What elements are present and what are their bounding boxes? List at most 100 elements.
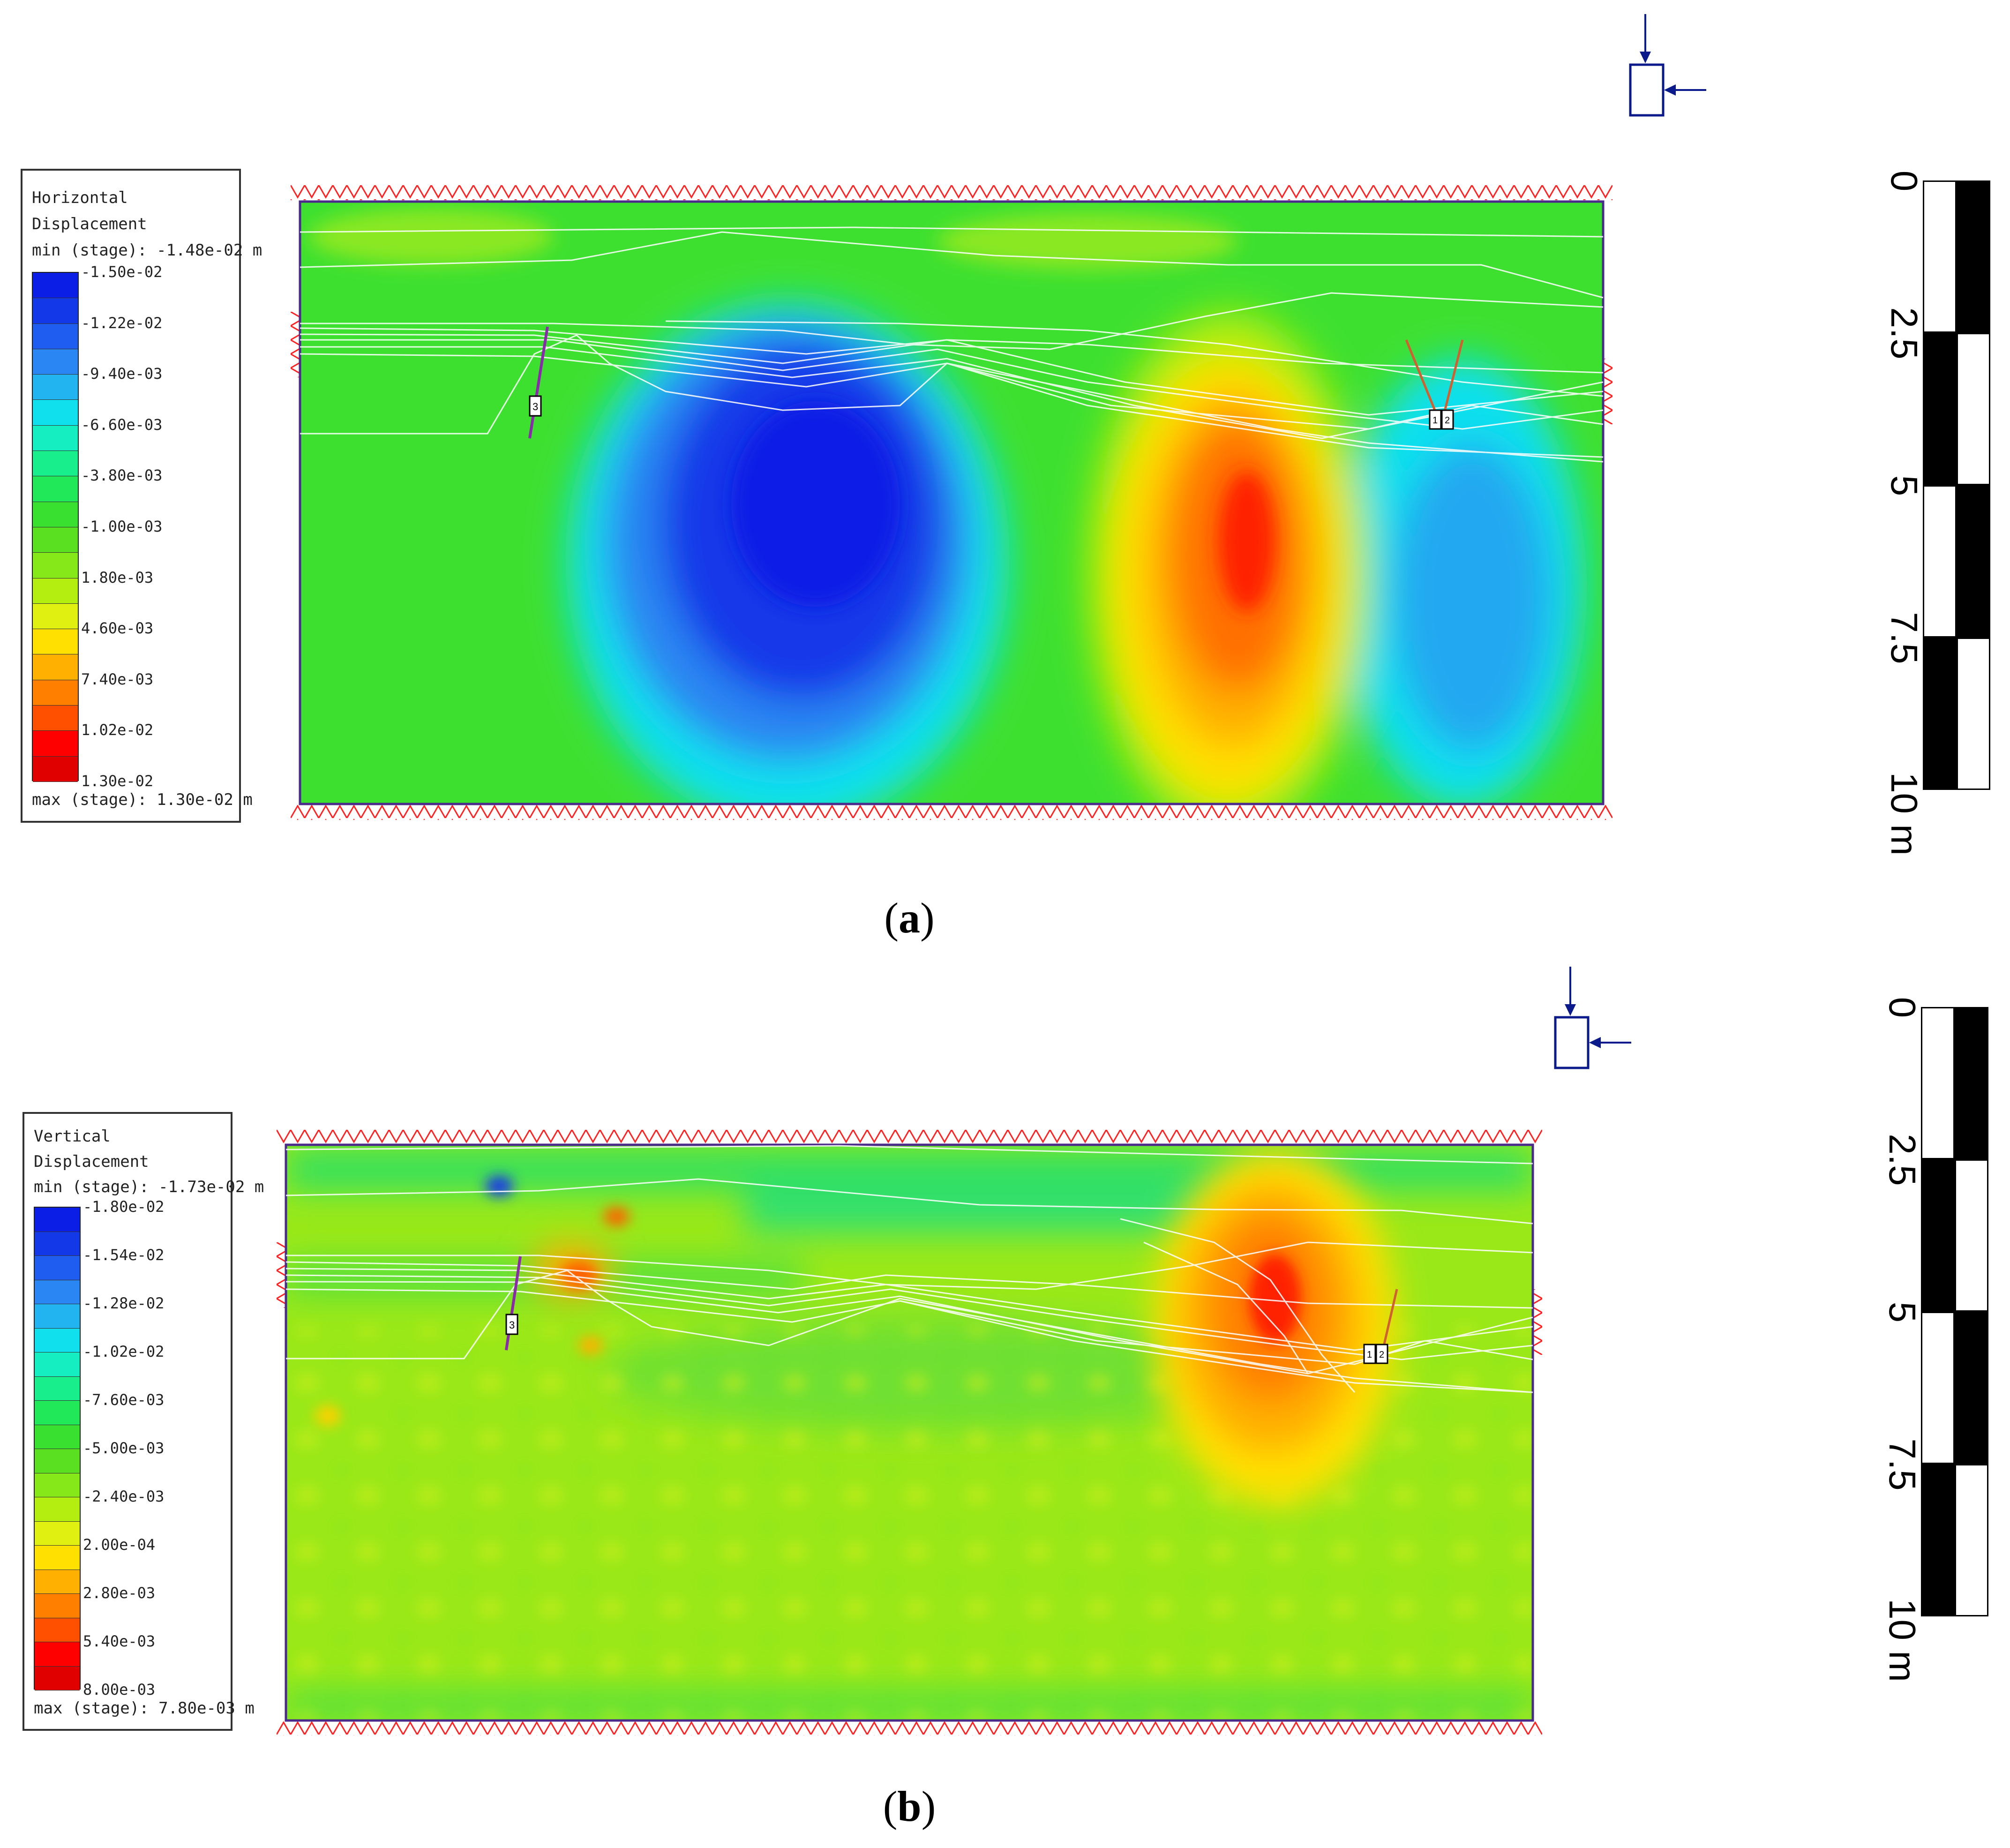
joint-lines	[300, 226, 1604, 463]
legend-swatch	[33, 706, 78, 731]
contour-plot-vertical: 3 1 2	[277, 1130, 1542, 1739]
legend-swatch	[35, 1352, 80, 1377]
top-support-hatching	[291, 185, 1612, 200]
legend-min-label: min (stage): -1.73e-02 m	[34, 1178, 264, 1196]
model-boundary	[299, 200, 1605, 805]
scale-segment	[1957, 485, 1990, 638]
displacement-contour-field	[286, 1145, 1533, 1720]
legend-swatch	[33, 400, 78, 426]
legend-swatch	[33, 680, 78, 706]
bolt-label-2: 2	[1379, 1350, 1384, 1360]
legend-swatch	[35, 1521, 80, 1546]
legend-title-line2: Displacement	[34, 1152, 149, 1171]
legend-vertical: Vertical Displacement min (stage): -1.73…	[22, 1112, 264, 1731]
legend-swatch	[35, 1425, 80, 1449]
bolt-label-3: 3	[532, 401, 538, 413]
legend-tick-label: -1.50e-02	[81, 263, 163, 281]
legend-tick-label: -1.28e-02	[83, 1294, 165, 1312]
scale-label: 10 m	[1882, 1599, 1923, 1682]
left-support-hatching	[277, 1242, 286, 1308]
scale-segment	[1957, 638, 1990, 790]
legend-tick-label: -1.02e-02	[83, 1343, 165, 1360]
legend-tick-label: -1.00e-03	[81, 518, 163, 535]
bolt-right: 1 2	[1405, 339, 1464, 430]
scale-segment	[1955, 1312, 1988, 1464]
legend-swatch	[33, 731, 78, 757]
scale-label: 7.5	[1882, 1438, 1923, 1491]
legend-swatch	[33, 502, 78, 527]
legend-tick-label: -5.00e-03	[83, 1439, 165, 1457]
legend-swatch	[35, 1546, 80, 1570]
scale-segment	[1923, 485, 1957, 638]
scale-label: 5	[1883, 475, 1925, 496]
legend-swatch	[35, 1208, 80, 1232]
scale-label: 2.5	[1882, 1134, 1923, 1186]
legend-tick-label: -1.54e-02	[83, 1246, 165, 1264]
legend-tick-label: 8.00e-03	[83, 1681, 156, 1698]
legend-color-scale	[34, 1207, 81, 1690]
scale-label: 5	[1882, 1301, 1923, 1323]
bolt-right: 1 2	[1363, 1289, 1398, 1364]
legend-max-label: max (stage): 7.80e-03 m	[34, 1699, 255, 1718]
legend-title-line1: Horizontal	[32, 188, 128, 207]
legend-color-scale	[32, 272, 79, 782]
legend-swatch	[35, 1280, 80, 1304]
legend-swatch	[33, 476, 78, 502]
legend-tick-label: 1.30e-02	[81, 772, 154, 790]
model-boundary	[285, 1143, 1534, 1722]
scale-label: 10 m	[1883, 772, 1925, 856]
legend-swatch	[35, 1304, 80, 1329]
scale-segment	[1921, 1464, 1955, 1616]
right-support-hatching	[1603, 359, 1612, 424]
legend-tick-label: -3.80e-03	[81, 466, 163, 485]
legend-swatch	[35, 1666, 80, 1690]
legend-tick-label: -1.22e-02	[81, 314, 163, 332]
top-support-hatching	[277, 1130, 1542, 1144]
caption-a: (a)	[884, 894, 935, 942]
legend-swatch	[33, 654, 78, 680]
bolt-label-2: 2	[1445, 415, 1450, 426]
panel-horizontal-displacement: Horizontal Displacement min (stage): -1.…	[21, 14, 1990, 942]
legend-tick-label: -7.60e-03	[83, 1391, 165, 1409]
legend-swatch	[33, 629, 78, 655]
legend-title-line1: Vertical	[34, 1127, 111, 1146]
legend-swatch	[33, 553, 78, 578]
legend-tick-label: 4.60e-03	[81, 619, 154, 638]
legend-tick-label: -6.60e-03	[81, 415, 163, 434]
load-direction-icon	[1629, 14, 1706, 117]
scale-segment	[1955, 1007, 1988, 1159]
legend-swatch	[33, 323, 78, 349]
bolt-label-3: 3	[509, 1319, 515, 1331]
scale-segment	[1921, 1159, 1955, 1312]
legend-tick-label: 5.40e-03	[83, 1632, 156, 1650]
legend-swatch	[35, 1256, 80, 1280]
bolt-label-1: 1	[1432, 415, 1438, 426]
bolt-label-1: 1	[1367, 1350, 1372, 1360]
legend-tick-label: 1.02e-02	[81, 721, 154, 739]
legend-swatch	[35, 1232, 80, 1256]
legend-tick-label: -1.80e-02	[83, 1198, 165, 1216]
legend-swatch	[35, 1594, 80, 1618]
legend-title-line2: Displacement	[32, 215, 147, 233]
legend-swatch	[35, 1473, 80, 1497]
legend-swatch	[35, 1497, 80, 1522]
scale-segment	[1923, 180, 1957, 333]
legend-swatch	[33, 527, 78, 553]
scale-segment	[1957, 333, 1990, 485]
right-support-hatching	[1533, 1289, 1542, 1355]
left-support-hatching	[291, 312, 300, 377]
legend-swatch	[33, 451, 78, 477]
legend-swatch	[33, 578, 78, 604]
legend-swatch	[33, 603, 78, 630]
legend-tick-label: 2.00e-04	[83, 1536, 156, 1554]
legend-swatch	[33, 298, 78, 324]
legend-swatch	[33, 425, 78, 451]
scale-segment	[1955, 1159, 1988, 1312]
scale-segment	[1923, 333, 1957, 485]
legend-swatch	[35, 1642, 80, 1667]
load-direction-icon	[1554, 967, 1631, 1069]
legend-tick-label: 7.40e-03	[81, 670, 154, 688]
legend-tick-label: 2.80e-03	[83, 1584, 156, 1602]
legend-min-label: min (stage): -1.48e-02 m	[32, 241, 262, 260]
legend-tick-label: -2.40e-03	[83, 1487, 165, 1505]
